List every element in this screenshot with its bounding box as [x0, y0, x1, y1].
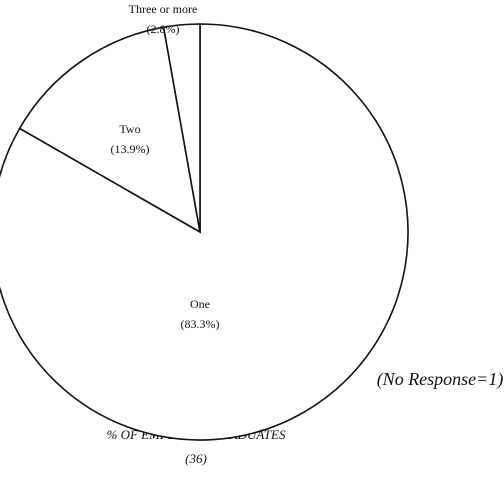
slice-label: Two	[119, 122, 140, 136]
pie-slice	[162, 23, 201, 233]
slice-value-label: (2.8%)	[147, 22, 180, 36]
slice-label: Three or more	[129, 2, 198, 16]
pie-slice	[18, 26, 202, 234]
subcaption: (36)	[185, 451, 207, 466]
pie-slice	[0, 23, 409, 441]
slice-label: One	[190, 297, 210, 311]
note: (No Response=1)	[377, 369, 504, 390]
slice-value-label: (13.9%)	[111, 142, 150, 156]
slice-value-label: (83.3%)	[181, 317, 220, 331]
